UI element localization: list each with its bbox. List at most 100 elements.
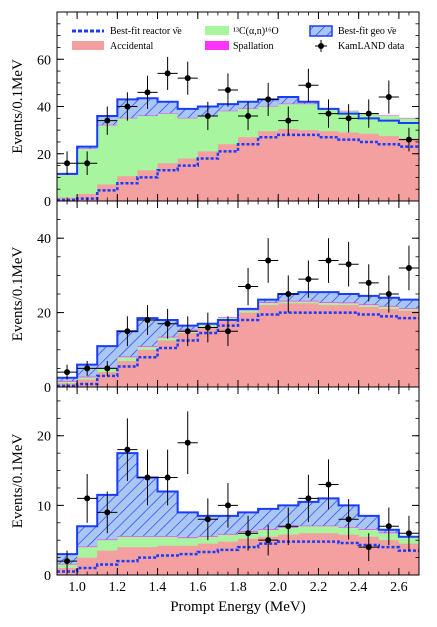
data-point <box>197 498 218 541</box>
data-point <box>318 459 339 510</box>
legend-data-label: KamLAND data <box>338 41 405 52</box>
data-point <box>177 411 198 475</box>
accidental-area <box>57 533 419 575</box>
x-tick-label: 1.6 <box>189 580 207 595</box>
data-marker <box>84 160 91 167</box>
data-marker <box>164 320 171 327</box>
data-marker <box>144 89 151 96</box>
data-point <box>398 245 419 291</box>
geo-outline <box>57 452 419 556</box>
panel-1: 0 20 40 60 Events/0.1MeV <box>10 11 420 210</box>
data-marker <box>265 537 272 544</box>
data-marker <box>285 523 292 530</box>
data-point <box>57 151 78 176</box>
accidental-area <box>57 128 419 201</box>
data-point <box>97 106 118 135</box>
data-point <box>97 360 118 376</box>
legend: Best-fit reactor ν̄e Accidental ¹³C(α,n)… <box>72 25 405 52</box>
data-point <box>217 316 238 347</box>
x-tick-label: 2.4 <box>350 580 368 595</box>
data-marker <box>345 115 352 122</box>
data-marker <box>224 328 231 335</box>
data-marker <box>305 495 312 502</box>
geo-outline <box>57 96 419 175</box>
data-point <box>238 101 259 131</box>
data-point <box>258 82 279 116</box>
y-tick-label: 10 <box>37 499 51 514</box>
data-point <box>117 418 138 481</box>
data-point <box>338 241 359 287</box>
data-marker <box>385 523 392 530</box>
legend-geo-swatch <box>309 25 333 37</box>
data-point <box>318 238 339 283</box>
data-point <box>177 316 198 347</box>
data-point <box>157 449 178 506</box>
data-point <box>77 474 98 523</box>
data-marker <box>245 283 252 290</box>
data-marker <box>365 544 372 551</box>
data-point <box>157 56 178 90</box>
data-point <box>278 106 299 135</box>
data-point <box>338 104 359 133</box>
legend-alpha-n-label: ¹³C(α,n)¹⁶O <box>233 26 279 37</box>
y-tick-label: 20 <box>37 307 51 322</box>
data-marker <box>365 110 372 117</box>
data-marker <box>305 276 312 283</box>
y-tick-label: 40 <box>37 232 51 247</box>
panel-2: 0 20 40 Events/0.1MeV <box>10 200 420 396</box>
data-marker <box>245 530 252 537</box>
data-point <box>238 515 259 551</box>
data-point <box>177 61 198 95</box>
y-axis-title: Events/0.1MeV <box>10 434 26 529</box>
data-marker <box>265 96 272 103</box>
data-marker <box>64 160 71 167</box>
data-point <box>378 507 399 546</box>
data-marker <box>204 112 211 119</box>
legend-alpha-n-swatch <box>205 26 229 35</box>
data-marker <box>184 328 191 335</box>
data-marker <box>64 558 71 565</box>
x-tick-label: 1.8 <box>229 580 247 595</box>
data-marker <box>365 279 372 286</box>
panels-group: 0 20 40 60 Events/0.1MeV 0 20 40 Events/0.1MeV 0 1… <box>10 11 420 595</box>
reactor-line <box>57 540 419 573</box>
data-marker <box>325 481 332 488</box>
x-tick-label: 1.2 <box>109 580 127 595</box>
data-marker <box>325 257 332 264</box>
y-axis-title: Events/0.1MeV <box>10 59 26 154</box>
data-point <box>378 80 399 114</box>
data-point <box>358 533 379 562</box>
data-point <box>318 99 339 128</box>
data-point <box>278 507 299 546</box>
data-marker <box>265 257 272 264</box>
data-marker <box>245 112 252 119</box>
data-point <box>298 260 319 298</box>
data-marker <box>325 110 332 117</box>
legend-spallation-label: Spallation <box>233 41 274 52</box>
data-point <box>137 449 158 506</box>
data-point <box>358 99 379 128</box>
data-point <box>238 267 259 306</box>
data-marker <box>405 530 412 537</box>
y-tick-label: 0 <box>44 195 51 210</box>
data-marker <box>345 516 352 523</box>
data-point <box>77 151 98 176</box>
legend-data-marker <box>315 40 327 52</box>
data-marker <box>164 474 171 481</box>
data-point <box>398 127 419 152</box>
data-marker <box>385 291 392 297</box>
panel-3: 0 10 20 Events/0.1MeV <box>10 386 420 584</box>
y-tick-label: 0 <box>44 381 51 396</box>
y-tick-label: 20 <box>37 430 51 445</box>
data-marker <box>285 117 292 124</box>
data-point <box>217 483 238 528</box>
data-point <box>298 68 319 102</box>
legend-accidental-label: Accidental <box>110 41 154 52</box>
reactor-line <box>57 311 419 388</box>
data-point <box>137 75 158 109</box>
data-marker <box>84 365 91 372</box>
data-marker <box>405 264 412 271</box>
x-tick-labels: 1.0 1.2 1.4 1.6 1.8 2.0 2.2 2.4 2.6 <box>68 580 407 595</box>
data-point <box>398 515 419 551</box>
